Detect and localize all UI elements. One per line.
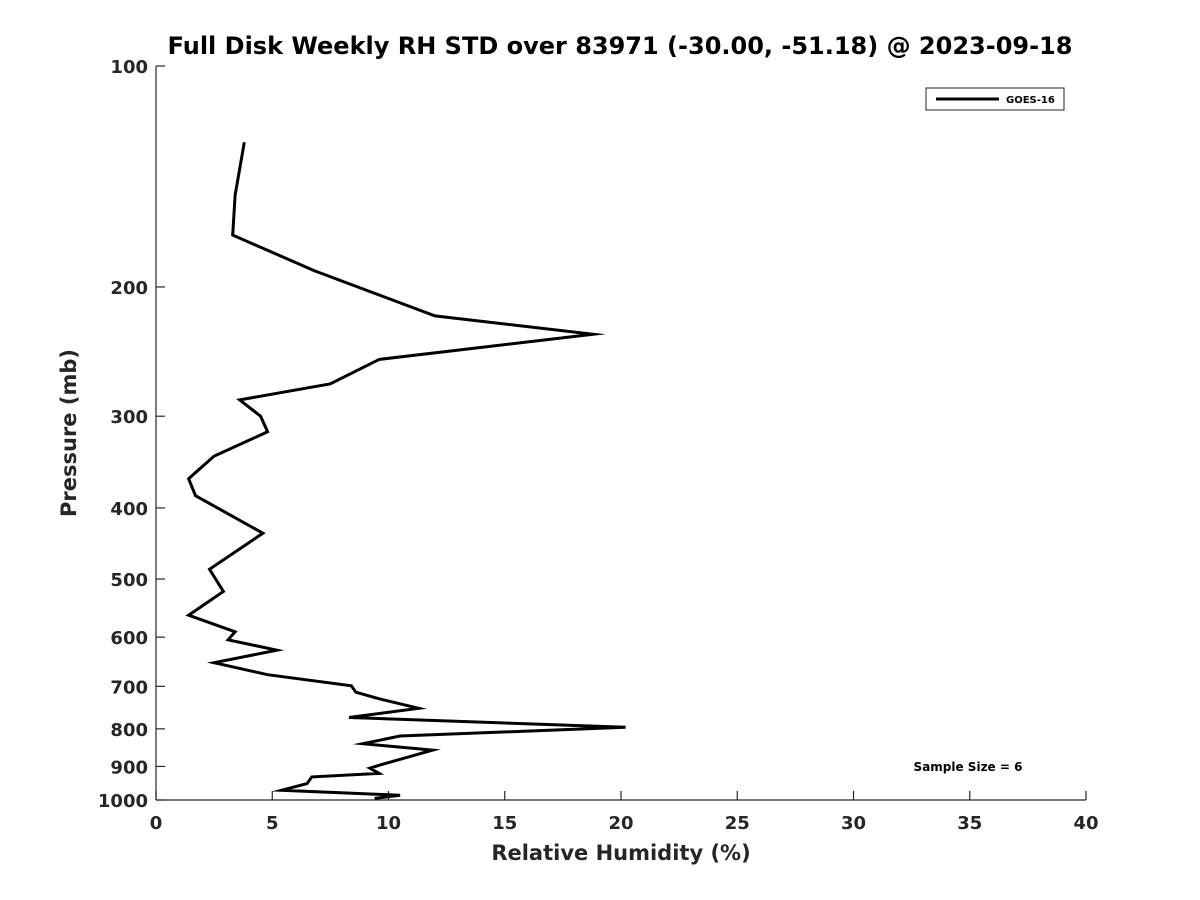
series-layer [185,141,626,800]
x-tick-label: 20 [608,813,633,834]
y-tick-label: 1000 [98,791,148,812]
y-tick-label: 100 [110,57,148,78]
legend: GOES-16 [925,87,1065,111]
y-tick-label: 500 [110,570,148,591]
y-ticks: 100 200 300 400 500 600 700 800 900 1000 [98,57,165,812]
x-tick-label: 5 [266,813,279,834]
x-tick-label: 15 [492,813,517,834]
y-tick-label: 300 [110,407,148,428]
x-tick-label: 0 [150,813,163,834]
y-tick-label: 400 [110,499,148,520]
x-tick-label: 30 [841,813,866,834]
y-tick-label: 600 [110,628,148,649]
axes [155,66,1086,801]
series-line-goes-16 [185,141,626,800]
y-tick-label: 900 [110,757,148,778]
x-ticks: 0 5 10 15 20 25 30 35 40 [150,791,1099,834]
x-axis-label: Relative Humidity (%) [491,841,750,865]
y-tick-label: 800 [110,720,148,741]
x-tick-label: 10 [376,813,401,834]
x-tick-label: 40 [1073,813,1098,834]
y-axis-label: Pressure (mb) [57,349,81,517]
legend-entry-goes-16: GOES-16 [1006,95,1055,106]
x-tick-label: 25 [725,813,750,834]
y-tick-label: 700 [110,677,148,698]
x-tick-label: 35 [957,813,982,834]
y-tick-label: 200 [110,278,148,299]
sample-size-annotation: Sample Size = 6 [914,760,1023,774]
chart-title: Full Disk Weekly RH STD over 83971 (-30.… [168,32,1073,60]
